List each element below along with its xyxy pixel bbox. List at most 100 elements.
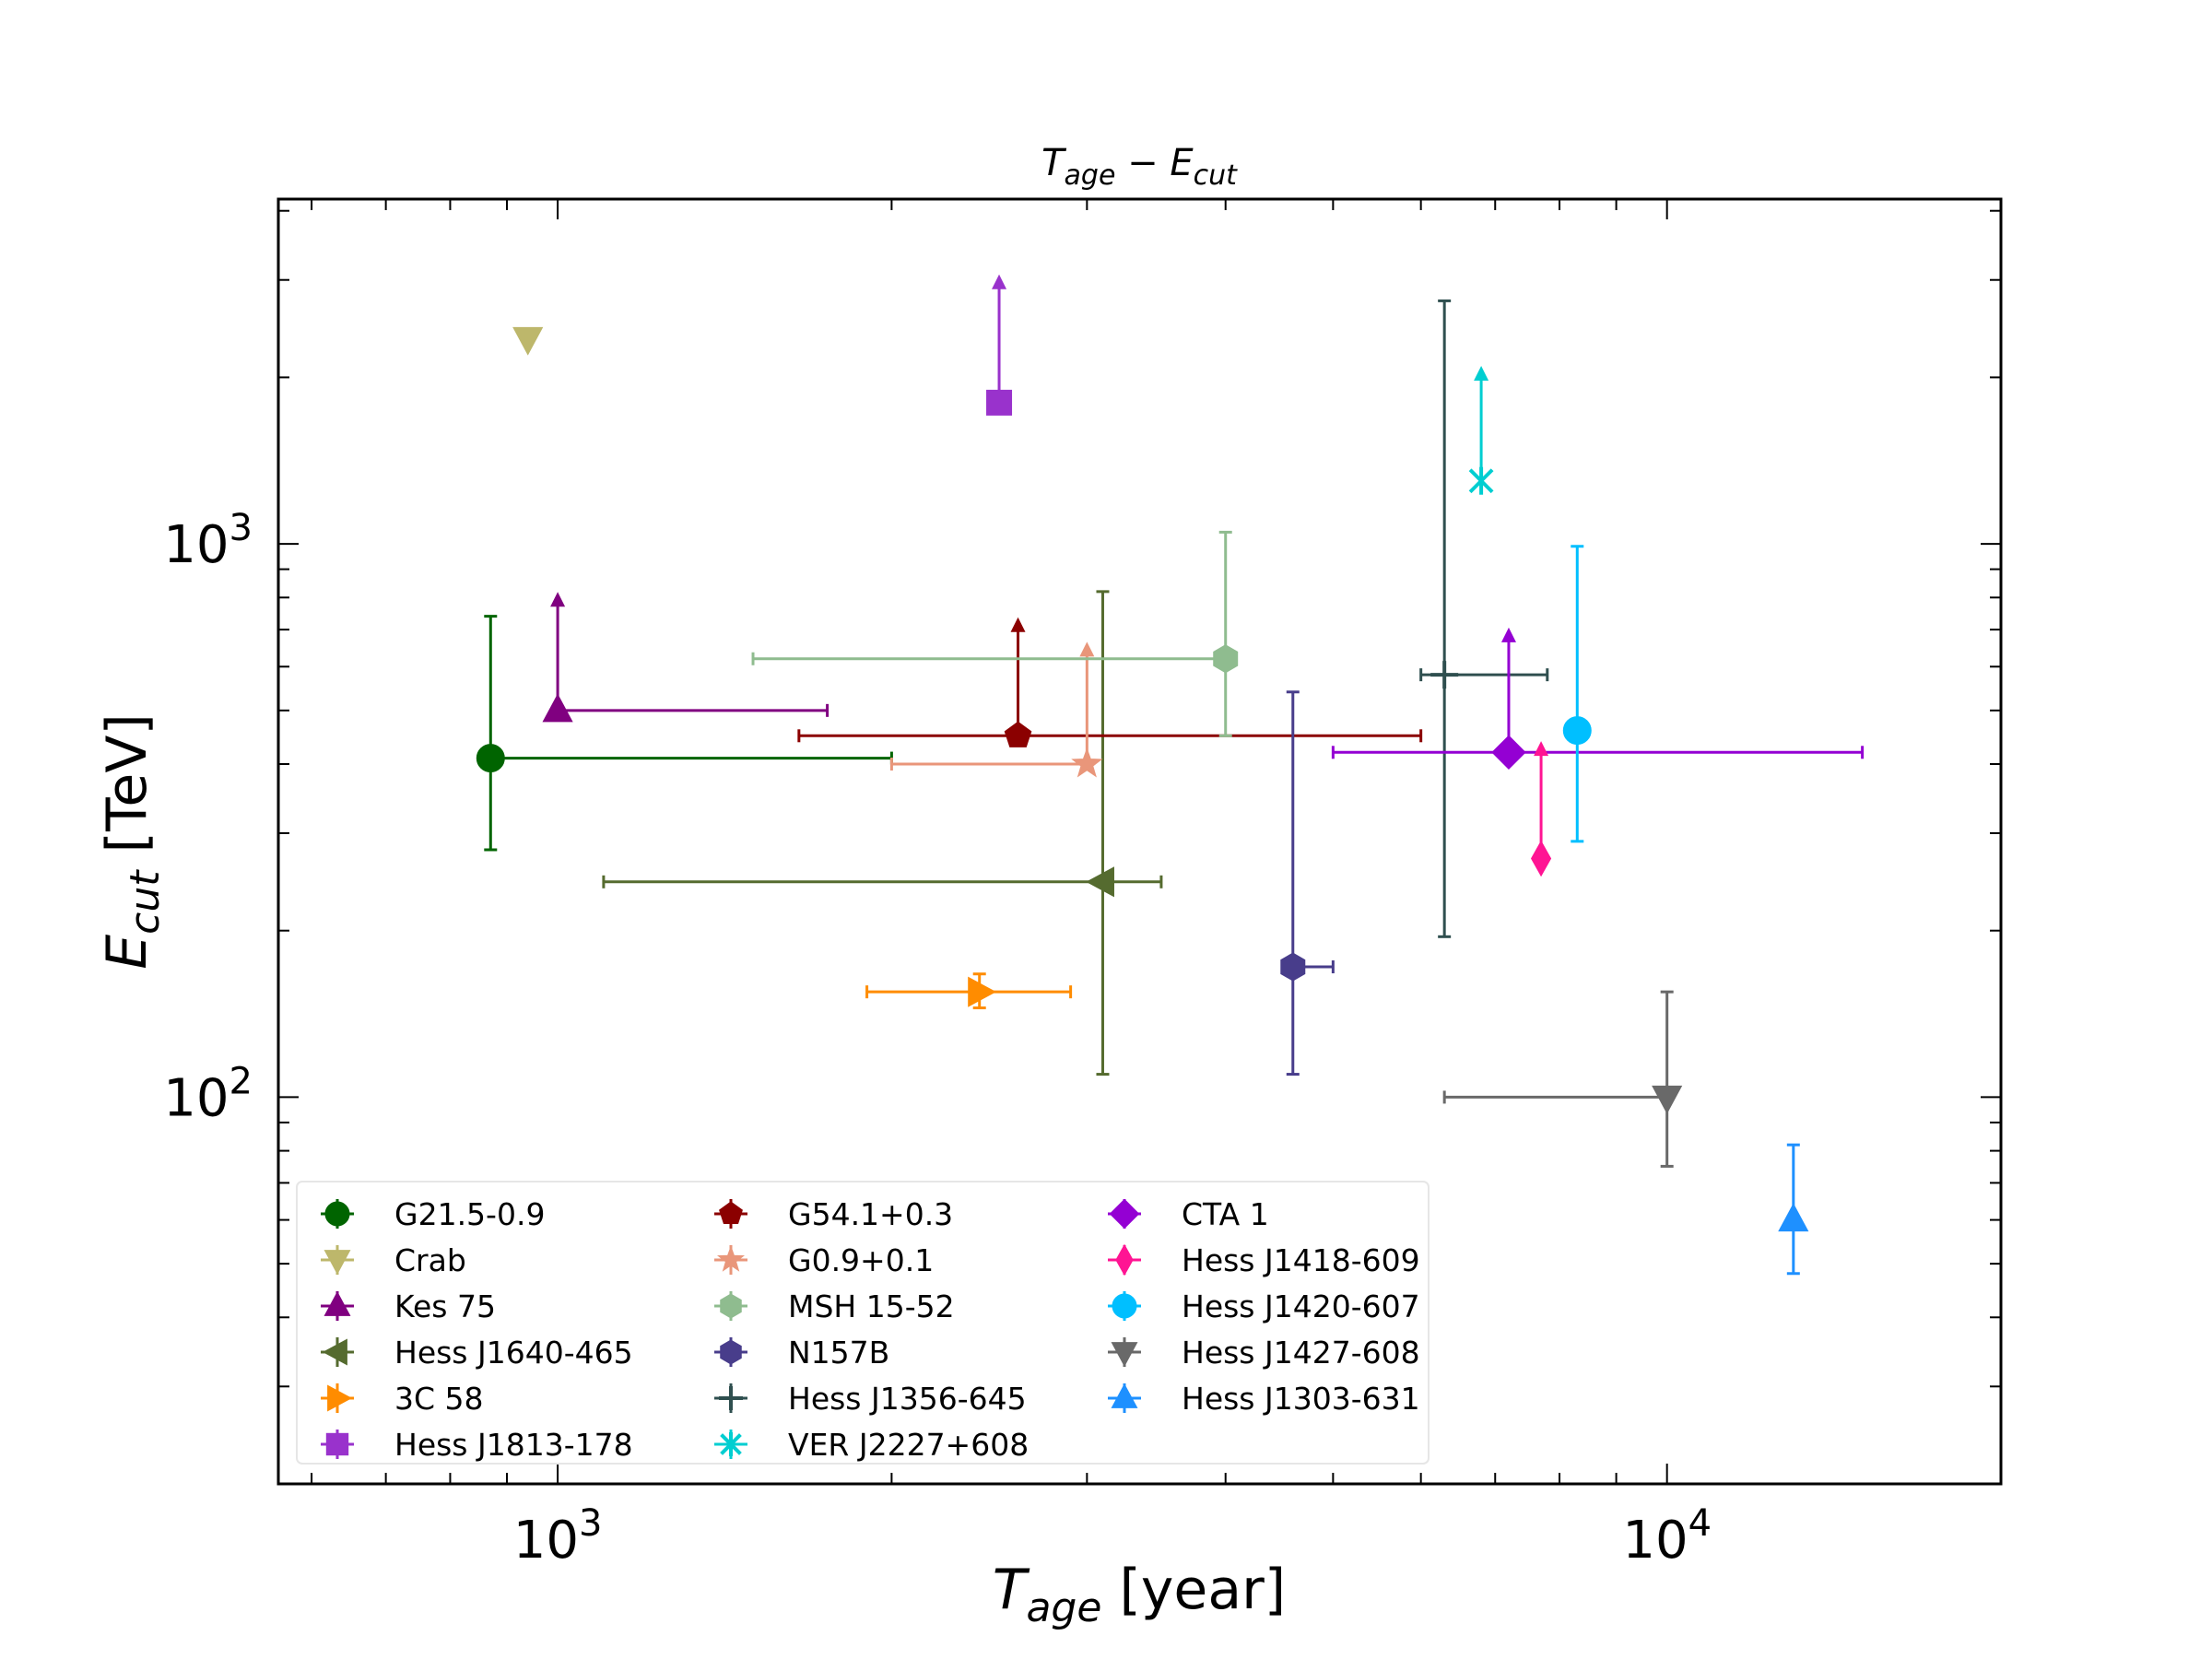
legend-marker (719, 1386, 743, 1410)
legend-item-g54-1-0-3: G54.1+0.3 (714, 1196, 953, 1232)
legend-item-g0-9-0-1: G0.9+0.1 (714, 1242, 934, 1278)
legend: G21.5-0.9 Crab Kes 75 Hess J1640-465 3C 58 He… (296, 1181, 1430, 1465)
legend-item-msh-15-52: MSH 15-52 (714, 1288, 955, 1324)
data-point (986, 389, 1013, 416)
arrow-head (550, 592, 566, 607)
legend-item-hess-j1813-178: Hess J1813-178 (321, 1427, 633, 1463)
legend-label: Kes 75 (394, 1288, 496, 1324)
legend-label: Hess J1813-178 (394, 1427, 633, 1463)
series-kes-75 (542, 592, 830, 723)
legend-marker (1112, 1293, 1137, 1319)
arrow-head (992, 274, 1007, 289)
arrow-head (1010, 617, 1026, 632)
legend-label: G54.1+0.3 (788, 1196, 953, 1232)
legend-marker (720, 1339, 742, 1365)
arrow-head (1534, 741, 1549, 757)
legend-label: Hess J1356-645 (788, 1381, 1027, 1417)
series-g0-9-0-1 (889, 641, 1103, 778)
legend-marker (324, 1290, 351, 1316)
data-point (1004, 721, 1032, 747)
legend-marker (1115, 1243, 1134, 1277)
series-hess-j1427-608 (1442, 990, 1683, 1168)
legend-label: CTA 1 (1182, 1196, 1269, 1232)
legend-marker (716, 1245, 746, 1272)
data-point (968, 976, 997, 1007)
arrow-head (1079, 641, 1095, 657)
data-point (476, 744, 505, 773)
x-tick-label: 104 (1622, 1502, 1712, 1571)
legend-label: Hess J1420-607 (1182, 1288, 1420, 1324)
legend-label: VER J2227+608 (788, 1427, 1029, 1463)
series-msh-15-52 (751, 530, 1239, 737)
data-point (1430, 661, 1459, 689)
arrow-head (1500, 627, 1516, 642)
legend-marker (324, 1201, 350, 1227)
legend-label: MSH 15-52 (788, 1288, 955, 1324)
series-hess-j1303-631 (1778, 1143, 1809, 1276)
legend-label: Hess J1640-465 (394, 1335, 633, 1371)
data-series (476, 274, 1865, 1276)
legend-label: Hess J1303-631 (1182, 1381, 1420, 1417)
data-point (1468, 466, 1494, 495)
series-hess-j1813-178 (986, 274, 1013, 416)
data-point (1530, 840, 1552, 877)
legend-marker (325, 1432, 349, 1456)
series-hess-j1356-645 (1419, 299, 1549, 938)
data-point (1652, 1085, 1683, 1114)
chart-title: Tage − Ecut (1041, 142, 1238, 192)
legend-item-hess-j1356-645: Hess J1356-645 (714, 1381, 1027, 1417)
legend-label: 3C 58 (394, 1381, 484, 1417)
legend-item-kes-75: Kes 75 (321, 1288, 496, 1324)
legend-frame (296, 1181, 1430, 1465)
axis-ticks: 103 104 102 103 (163, 199, 2002, 1571)
series-3c-58 (865, 972, 1073, 1010)
legend-item-cta-1: CTA 1 (1108, 1196, 1269, 1232)
legend-item-g21-5-0-9: G21.5-0.9 (321, 1196, 545, 1232)
legend-label: G21.5-0.9 (394, 1196, 545, 1232)
y-tick-label: 103 (163, 507, 253, 575)
data-point (1086, 866, 1114, 898)
arrow-head (1474, 365, 1489, 381)
legend-item-hess-j1418-609: Hess J1418-609 (1108, 1242, 1420, 1278)
series-hess-j1420-607 (1562, 545, 1592, 843)
legend-item-n157b: N157B (714, 1335, 889, 1371)
legend-label: Crab (394, 1242, 466, 1278)
legend-label: Hess J1418-609 (1182, 1242, 1420, 1278)
legend-item-3c-58: 3C 58 (321, 1381, 484, 1417)
legend-marker (1109, 1198, 1140, 1230)
legend-marker (720, 1432, 742, 1456)
legend-item-hess-j1427-608: Hess J1427-608 (1108, 1335, 1420, 1371)
data-point (542, 693, 573, 723)
data-point (1491, 735, 1526, 770)
legend-item-crab: Crab (321, 1242, 466, 1278)
legend-item-hess-j1640-465: Hess J1640-465 (321, 1335, 633, 1371)
series-g54-1-0-3 (797, 617, 1423, 747)
legend-marker (324, 1250, 351, 1276)
plot-area (276, 197, 2003, 1486)
data-point (1071, 747, 1103, 778)
y-tick-label: 102 (163, 1060, 253, 1128)
series-ver-j2227-608 (1468, 365, 1494, 495)
data-point (1280, 952, 1306, 982)
legend-item-hess-j1303-631: Hess J1303-631 (1108, 1381, 1420, 1417)
legend-label: Hess J1427-608 (1182, 1335, 1420, 1371)
series-hess-j1640-465 (602, 590, 1163, 1077)
data-point (512, 326, 544, 356)
legend-marker (322, 1338, 347, 1366)
series-g21-5-0-9 (476, 615, 893, 852)
legend-label: G0.9+0.1 (788, 1242, 934, 1278)
series-cta-1 (1331, 627, 1865, 770)
legend-marker (720, 1293, 742, 1319)
data-point (1562, 716, 1592, 746)
legend-marker (327, 1384, 353, 1412)
x-axis-label: Tage [year] (993, 1558, 1286, 1631)
series-hess-j1418-609 (1530, 741, 1552, 877)
legend-marker (1111, 1342, 1138, 1368)
legend-item-hess-j1420-607: Hess J1420-607 (1108, 1288, 1420, 1324)
data-point (1778, 1203, 1809, 1232)
legend-item-ver-j2227-608: VER J2227+608 (714, 1427, 1029, 1463)
legend-marker (719, 1201, 743, 1225)
series-n157b (1280, 690, 1335, 1077)
legend-label: N157B (788, 1335, 889, 1371)
